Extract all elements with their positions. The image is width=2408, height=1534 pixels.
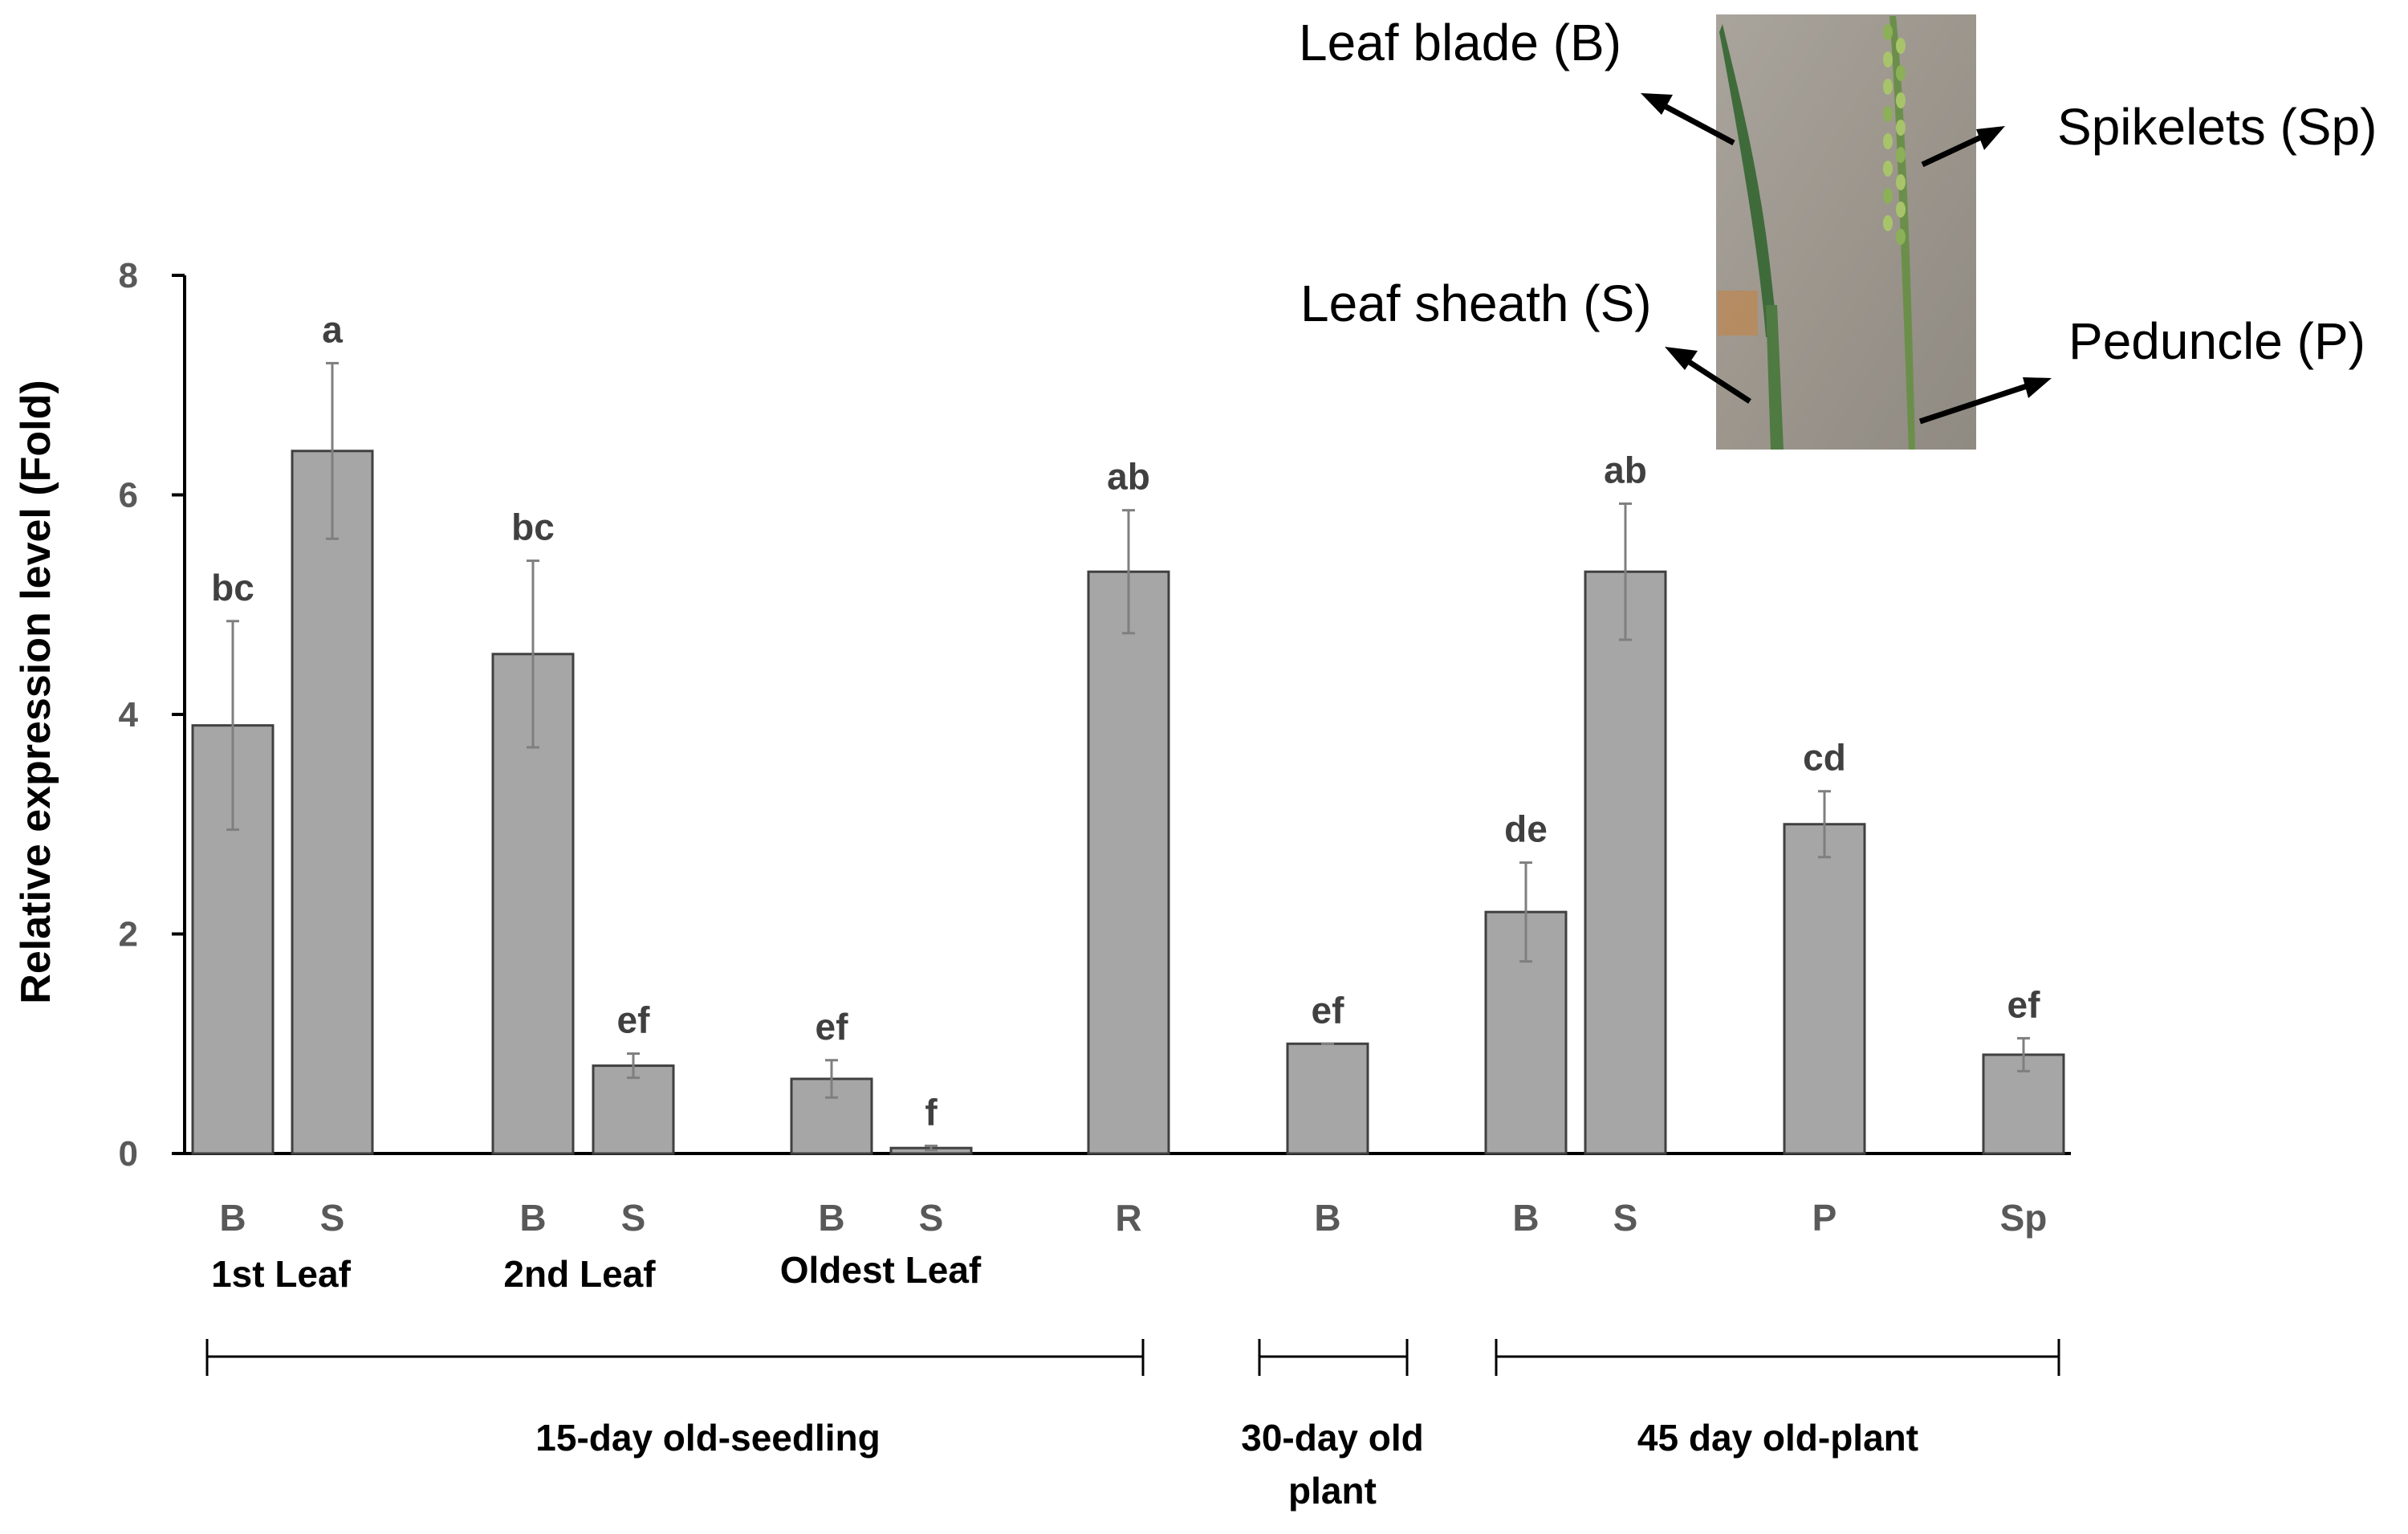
x-category-label: S	[1613, 1197, 1638, 1239]
arrow-leaf-sheath	[1665, 347, 1751, 404]
inset-arrows	[1641, 93, 2052, 425]
error-bar	[226, 620, 239, 832]
significance-label: cd	[1803, 737, 1846, 779]
stage-bracket-30-day	[1258, 1339, 1409, 1376]
bars-layer: bc Ba Sbc Bef Sef Bf Sab Ref Bde Bab Scd Pef Sp	[191, 308, 2065, 1239]
x-category-label: B	[1512, 1197, 1539, 1239]
error-bar	[925, 1144, 938, 1152]
significance-label: ab	[1604, 449, 1647, 490]
x-category-label: P	[1812, 1197, 1837, 1239]
error-bar	[1519, 861, 1532, 963]
significance-label: ef	[617, 999, 651, 1041]
x-category-label: B	[1314, 1197, 1340, 1239]
significance-label: de	[1504, 808, 1548, 850]
error-bar	[627, 1052, 640, 1080]
inset-label-peduncle: Peduncle (P)	[2068, 312, 2365, 370]
y-tick-label: 8	[119, 256, 138, 295]
x-category-label: B	[519, 1197, 546, 1239]
error-bar	[2017, 1036, 2030, 1072]
bar-7-r	[1087, 570, 1170, 1155]
inset-label-spikelets: Spikelets (Sp)	[2057, 98, 2377, 156]
y-tick-label: 4	[119, 695, 139, 734]
y-tick-label: 6	[119, 476, 138, 515]
spikelets-shape	[1883, 24, 1906, 245]
x-category-label: B	[219, 1197, 246, 1239]
bar-8-b	[1286, 1042, 1369, 1155]
y-tick-label: 2	[119, 915, 138, 954]
significance-label: ab	[1107, 456, 1150, 498]
leaf-group-label-oldest: Oldest Leaf	[780, 1249, 982, 1291]
x-category-label: Sp	[2000, 1197, 2048, 1239]
stage-bracket-15-day	[205, 1339, 1145, 1376]
error-bar	[1122, 509, 1135, 635]
leaf-blade-shape	[1719, 24, 1778, 337]
y-ticks: 0 2 4 6 8	[119, 256, 185, 1174]
significance-label: ef	[816, 1006, 849, 1048]
x-category-label: S	[320, 1197, 345, 1239]
stage-label-45-day: 45 day old-plant	[1637, 1417, 1918, 1459]
arrow-peduncle	[1918, 377, 2052, 425]
significance-label: f	[925, 1091, 938, 1133]
stage-label-30-day: 30-day old plant	[1241, 1417, 1424, 1512]
significance-label: a	[322, 308, 343, 350]
error-bar	[326, 361, 339, 540]
leaf-group-label-1st: 1st Leaf	[211, 1253, 352, 1295]
arrow-leaf-blade	[1641, 93, 1735, 146]
y-axis-title: Relative expression level (Fold)	[13, 380, 59, 1003]
significance-label: bc	[511, 507, 555, 548]
leaf-sheath-shape	[1766, 305, 1784, 450]
significance-label: ef	[2007, 983, 2041, 1025]
bar-11-p	[1783, 823, 1866, 1155]
significance-label: bc	[211, 567, 254, 608]
error-bar	[1619, 502, 1632, 641]
significance-label: ef	[1312, 989, 1345, 1031]
x-category-label: B	[818, 1197, 844, 1239]
inset-label-leaf-blade: Leaf blade (B)	[1299, 14, 1621, 71]
x-category-label: S	[919, 1197, 944, 1239]
bar-10-s	[1584, 570, 1667, 1155]
leaf-group-label-2nd: 2nd Leaf	[503, 1253, 656, 1295]
error-bar	[1818, 790, 1831, 859]
stage-bracket-45-day	[1495, 1339, 2060, 1376]
bar-2-s	[291, 450, 374, 1155]
stage-label-15-day: 15-day old-seedling	[535, 1417, 880, 1459]
y-tick-label: 0	[119, 1134, 138, 1174]
arrow-spikelets	[1921, 126, 2005, 168]
photo-tag	[1718, 291, 1758, 336]
x-category-label: R	[1115, 1197, 1141, 1239]
plant-photo-inset	[1716, 14, 1976, 450]
error-bar	[825, 1059, 838, 1099]
error-bar	[527, 559, 539, 749]
x-category-label: S	[621, 1197, 646, 1239]
inset-label-leaf-sheath: Leaf sheath (S)	[1300, 275, 1652, 332]
bar-4-s	[592, 1064, 675, 1155]
